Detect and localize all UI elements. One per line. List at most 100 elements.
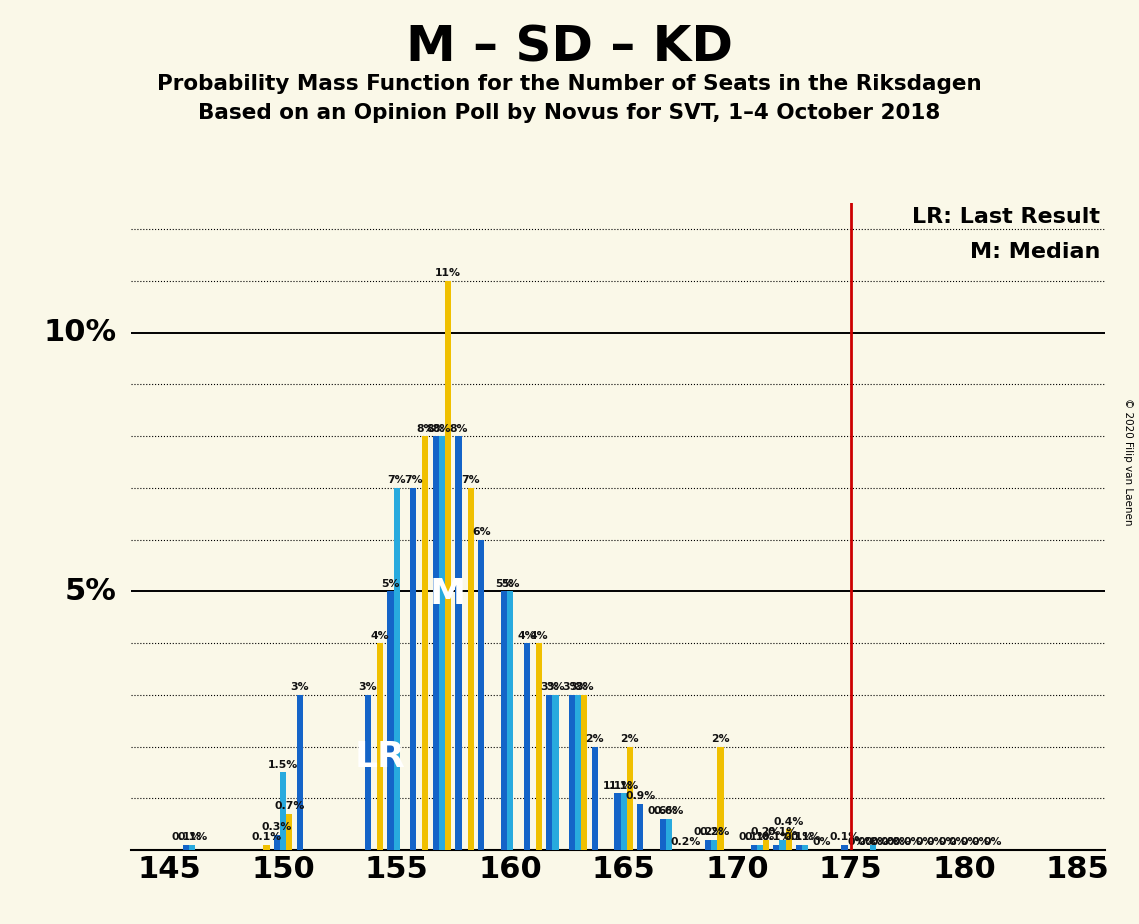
Text: 0.1%: 0.1% [829,833,860,843]
Bar [445,281,451,850]
Bar [296,695,303,850]
Text: 0.3%: 0.3% [262,822,292,832]
Bar [786,830,792,850]
Text: 0%: 0% [972,837,990,847]
Text: 2%: 2% [585,734,604,744]
Text: 3%: 3% [540,682,558,692]
Text: M: Median: M: Median [969,242,1100,262]
Text: 8%: 8% [416,423,435,433]
Text: 5%: 5% [501,578,519,589]
Text: 5%: 5% [382,578,400,589]
Bar [364,695,371,850]
Text: 0%: 0% [916,837,934,847]
Text: 0%: 0% [893,837,911,847]
Text: 0%: 0% [812,837,831,847]
Text: 2%: 2% [621,734,639,744]
Text: 0.2%: 0.2% [751,827,781,837]
Text: 0.9%: 0.9% [625,791,655,801]
Text: 0.7%: 0.7% [274,801,304,811]
Bar [507,591,514,850]
Text: 0%: 0% [903,837,921,847]
Text: 2%: 2% [711,734,730,744]
Text: 6%: 6% [472,527,491,537]
Text: 4%: 4% [370,630,390,640]
Bar [842,845,847,850]
Bar [433,436,439,850]
Bar [570,695,575,850]
Bar [189,845,196,850]
Text: 11%: 11% [435,268,461,278]
Bar [705,840,712,850]
Bar [575,695,581,850]
Text: 0%: 0% [870,837,888,847]
Text: 0%: 0% [949,837,967,847]
Text: 4%: 4% [530,630,548,640]
Bar [614,793,621,850]
Text: 8%: 8% [427,423,445,433]
Text: 0.2%: 0.2% [699,827,730,837]
Bar [280,772,286,850]
Text: 0.6%: 0.6% [654,807,685,817]
Text: 0%: 0% [887,837,906,847]
Text: 0.6%: 0.6% [648,807,678,817]
Text: 8%: 8% [449,423,468,433]
Text: 0.2%: 0.2% [671,837,700,847]
Text: 7%: 7% [404,475,423,485]
Text: 5%: 5% [494,578,514,589]
Text: 0.1%: 0.1% [761,833,792,843]
Bar [870,845,876,850]
Bar [501,591,507,850]
Bar [712,840,718,850]
Text: 3%: 3% [568,682,588,692]
Text: 1.5%: 1.5% [268,760,298,770]
Text: 1.1%: 1.1% [608,781,639,791]
Bar [410,488,416,850]
Text: 0.1%: 0.1% [178,833,207,843]
Text: 0.1%: 0.1% [738,833,769,843]
Text: 0%: 0% [847,837,866,847]
Bar [581,695,588,850]
Bar [621,793,626,850]
Bar [773,845,779,850]
Text: 0%: 0% [926,837,944,847]
Text: M – SD – KD: M – SD – KD [405,23,734,71]
Text: LR: Last Result: LR: Last Result [912,207,1100,226]
Text: 7%: 7% [461,475,481,485]
Text: 3%: 3% [575,682,593,692]
Text: 3%: 3% [547,682,565,692]
Bar [666,819,672,850]
Text: 0.4%: 0.4% [773,817,804,827]
Bar [796,845,802,850]
Text: 0.1%: 0.1% [745,833,775,843]
Text: Probability Mass Function for the Number of Seats in the Riksdagen: Probability Mass Function for the Number… [157,74,982,94]
Text: 4%: 4% [517,630,536,640]
Bar [779,840,786,850]
Text: Based on an Opinion Poll by Novus for SVT, 1–4 October 2018: Based on an Opinion Poll by Novus for SV… [198,103,941,124]
Bar [659,819,666,850]
Bar [535,643,542,850]
Text: 1.1%: 1.1% [603,781,632,791]
Text: 7%: 7% [387,475,405,485]
Bar [763,840,769,850]
Bar [377,643,383,850]
Bar [637,804,644,850]
Bar [718,747,723,850]
Bar [423,436,428,850]
Text: M: M [431,577,466,611]
Text: 0%: 0% [961,837,980,847]
Bar [478,540,484,850]
Text: 3%: 3% [359,682,377,692]
Text: 10%: 10% [43,318,116,347]
Text: 0.1%: 0.1% [784,833,814,843]
Text: 0.2%: 0.2% [693,827,723,837]
Bar [591,747,598,850]
Bar [273,834,280,850]
Bar [387,591,393,850]
Bar [183,845,189,850]
Text: 0.1%: 0.1% [171,833,202,843]
Bar [524,643,530,850]
Bar [286,814,293,850]
Text: 8%: 8% [433,423,451,433]
Text: LR: LR [354,740,405,774]
Text: 3%: 3% [290,682,309,692]
